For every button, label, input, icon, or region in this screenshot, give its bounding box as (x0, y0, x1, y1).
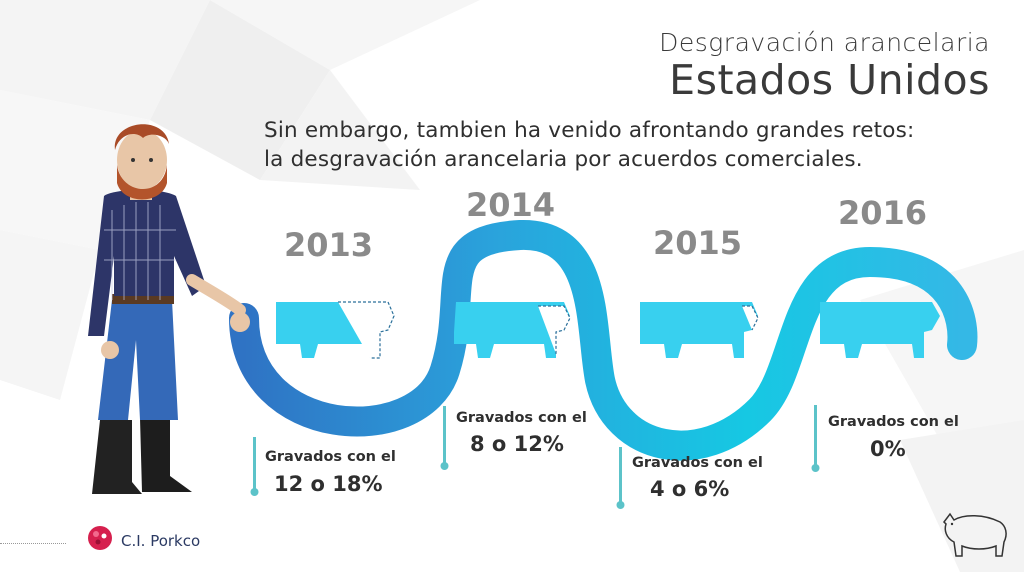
pig-2014-icon (454, 302, 571, 358)
year-2016: 2016 (838, 194, 928, 232)
pig-2015-icon (640, 302, 759, 358)
pig-sketch-icon (943, 512, 1007, 557)
pig-2013-icon (276, 301, 395, 359)
porkco-logo-icon (88, 526, 112, 550)
intro-line-1: Sin embargo, tambien ha venido afrontand… (264, 118, 915, 143)
intro-text: Sin embargo, tambien ha venido afrontand… (264, 116, 914, 174)
divider (0, 543, 66, 544)
value-2015: 4 o 6% (650, 477, 730, 501)
label-2013: Gravados con el (265, 449, 396, 465)
hand (230, 312, 250, 332)
value-2013: 12 o 18% (274, 472, 383, 496)
company-name: C.I. Porkco (121, 532, 201, 550)
pig-2016-icon (820, 302, 940, 358)
year-2014: 2014 (466, 186, 556, 224)
year-2015: 2015 (653, 224, 743, 262)
value-2016: 0% (870, 437, 906, 461)
timeline-markers (250, 405, 820, 509)
label-2015: Gravados con el (632, 455, 763, 471)
label-2014: Gravados con el (456, 410, 587, 426)
title-subtitle: Desgravación arancelaria (659, 28, 990, 57)
page-title: Estados Unidos (669, 56, 990, 104)
label-2016: Gravados con el (828, 414, 959, 430)
value-2014: 8 o 12% (470, 432, 564, 456)
intro-line-2: la desgravación arancelaria por acuerdos… (264, 147, 863, 172)
year-2013: 2013 (284, 226, 374, 264)
